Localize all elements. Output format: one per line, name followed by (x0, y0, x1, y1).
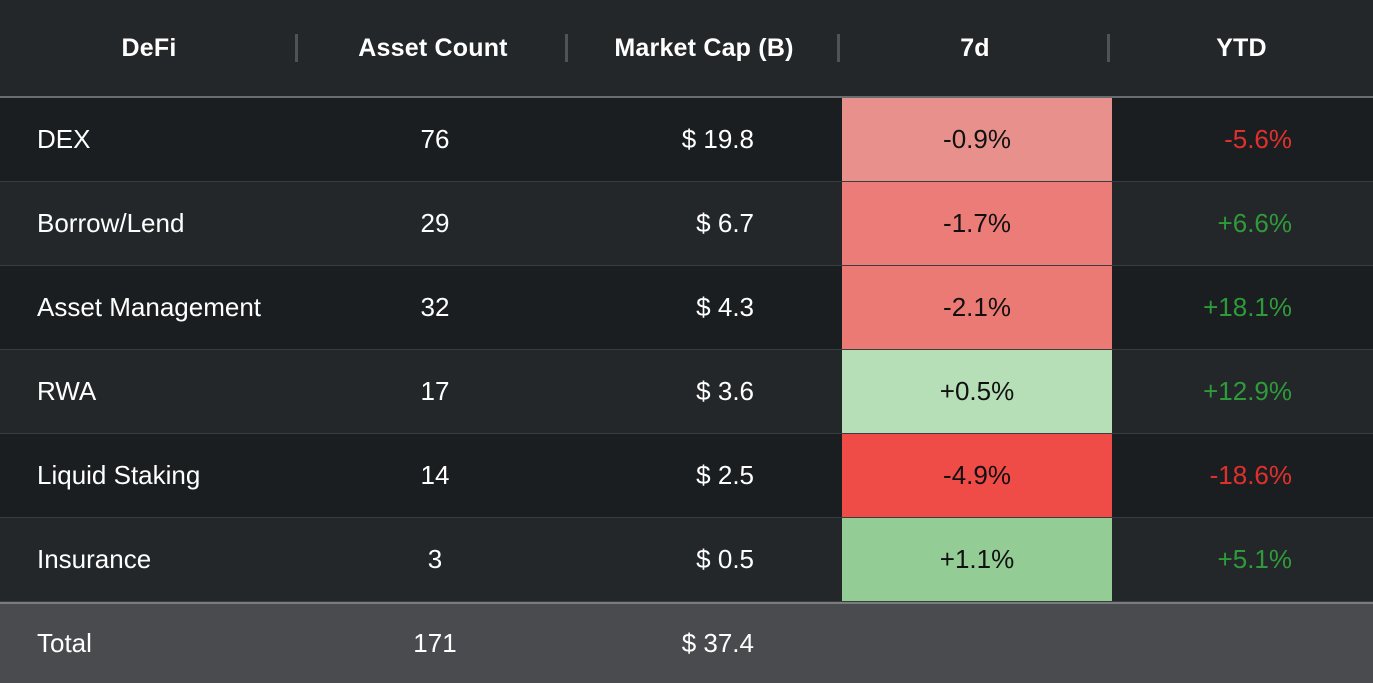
table-row: RWA 17 $ 3.6 +0.5% +12.9% (0, 350, 1373, 434)
sector-name: Insurance (37, 544, 152, 574)
column-header-asset-count[interactable]: Asset Count (298, 0, 568, 96)
sector-name: Asset Management (37, 292, 262, 322)
asset-count: 14 (420, 460, 450, 490)
column-header-ytd[interactable]: YTD (1110, 0, 1373, 96)
total-ytd-empty (1110, 604, 1373, 683)
market-cap: $ 19.8 (681, 124, 754, 154)
market-cap: $ 4.3 (696, 292, 754, 322)
total-row: Total 171 $ 37.4 (0, 602, 1373, 683)
sector-name: RWA (37, 376, 97, 406)
column-header-defi[interactable]: DeFi (0, 0, 298, 96)
change-ytd: -5.6% (1224, 124, 1292, 154)
sector-name: Borrow/Lend (37, 208, 185, 238)
table-row: Insurance 3 $ 0.5 +1.1% +5.1% (0, 518, 1373, 602)
total-7d-empty (840, 604, 1110, 683)
change-7d: +0.5% (842, 350, 1112, 433)
total-label: Total (37, 628, 92, 658)
change-7d: -1.7% (842, 182, 1112, 265)
change-ytd: +18.1% (1203, 292, 1292, 322)
market-cap: $ 2.5 (696, 460, 754, 490)
market-cap: $ 0.5 (696, 544, 754, 574)
change-7d: +1.1% (842, 518, 1112, 601)
asset-count: 29 (420, 208, 450, 238)
market-cap: $ 3.6 (696, 376, 754, 406)
table-row: DEX 76 $ 19.8 -0.9% -5.6% (0, 98, 1373, 182)
change-7d: -0.9% (842, 98, 1112, 181)
column-header-asset-count-label: Asset Count (358, 33, 508, 62)
column-header-7d[interactable]: 7d (840, 0, 1110, 96)
column-header-ytd-label: YTD (1216, 33, 1267, 62)
market-cap: $ 6.7 (696, 208, 754, 238)
asset-count: 76 (420, 124, 450, 154)
table-row: Borrow/Lend 29 $ 6.7 -1.7% +6.6% (0, 182, 1373, 266)
change-ytd: +12.9% (1203, 376, 1292, 406)
asset-count: 32 (420, 292, 450, 322)
change-ytd: +6.6% (1217, 208, 1292, 238)
total-asset-count: 171 (413, 628, 457, 658)
asset-count: 3 (427, 544, 443, 574)
column-header-7d-label: 7d (960, 33, 990, 62)
change-ytd: -18.6% (1209, 460, 1292, 490)
column-header-defi-label: DeFi (121, 33, 177, 62)
sector-name: DEX (37, 124, 91, 154)
table-row: Asset Management 32 $ 4.3 -2.1% +18.1% (0, 266, 1373, 350)
change-7d: -4.9% (842, 434, 1112, 517)
sector-name: Liquid Staking (37, 460, 201, 490)
asset-count: 17 (420, 376, 450, 406)
change-7d: -2.1% (842, 266, 1112, 349)
change-ytd: +5.1% (1217, 544, 1292, 574)
table-row: Liquid Staking 14 $ 2.5 -4.9% -18.6% (0, 434, 1373, 518)
column-header-market-cap-label: Market Cap (B) (614, 33, 794, 62)
table-header: DeFi Asset Count Market Cap (B) 7d YTD (0, 0, 1373, 98)
column-header-market-cap[interactable]: Market Cap (B) (568, 0, 840, 96)
total-market-cap: $ 37.4 (681, 628, 754, 658)
